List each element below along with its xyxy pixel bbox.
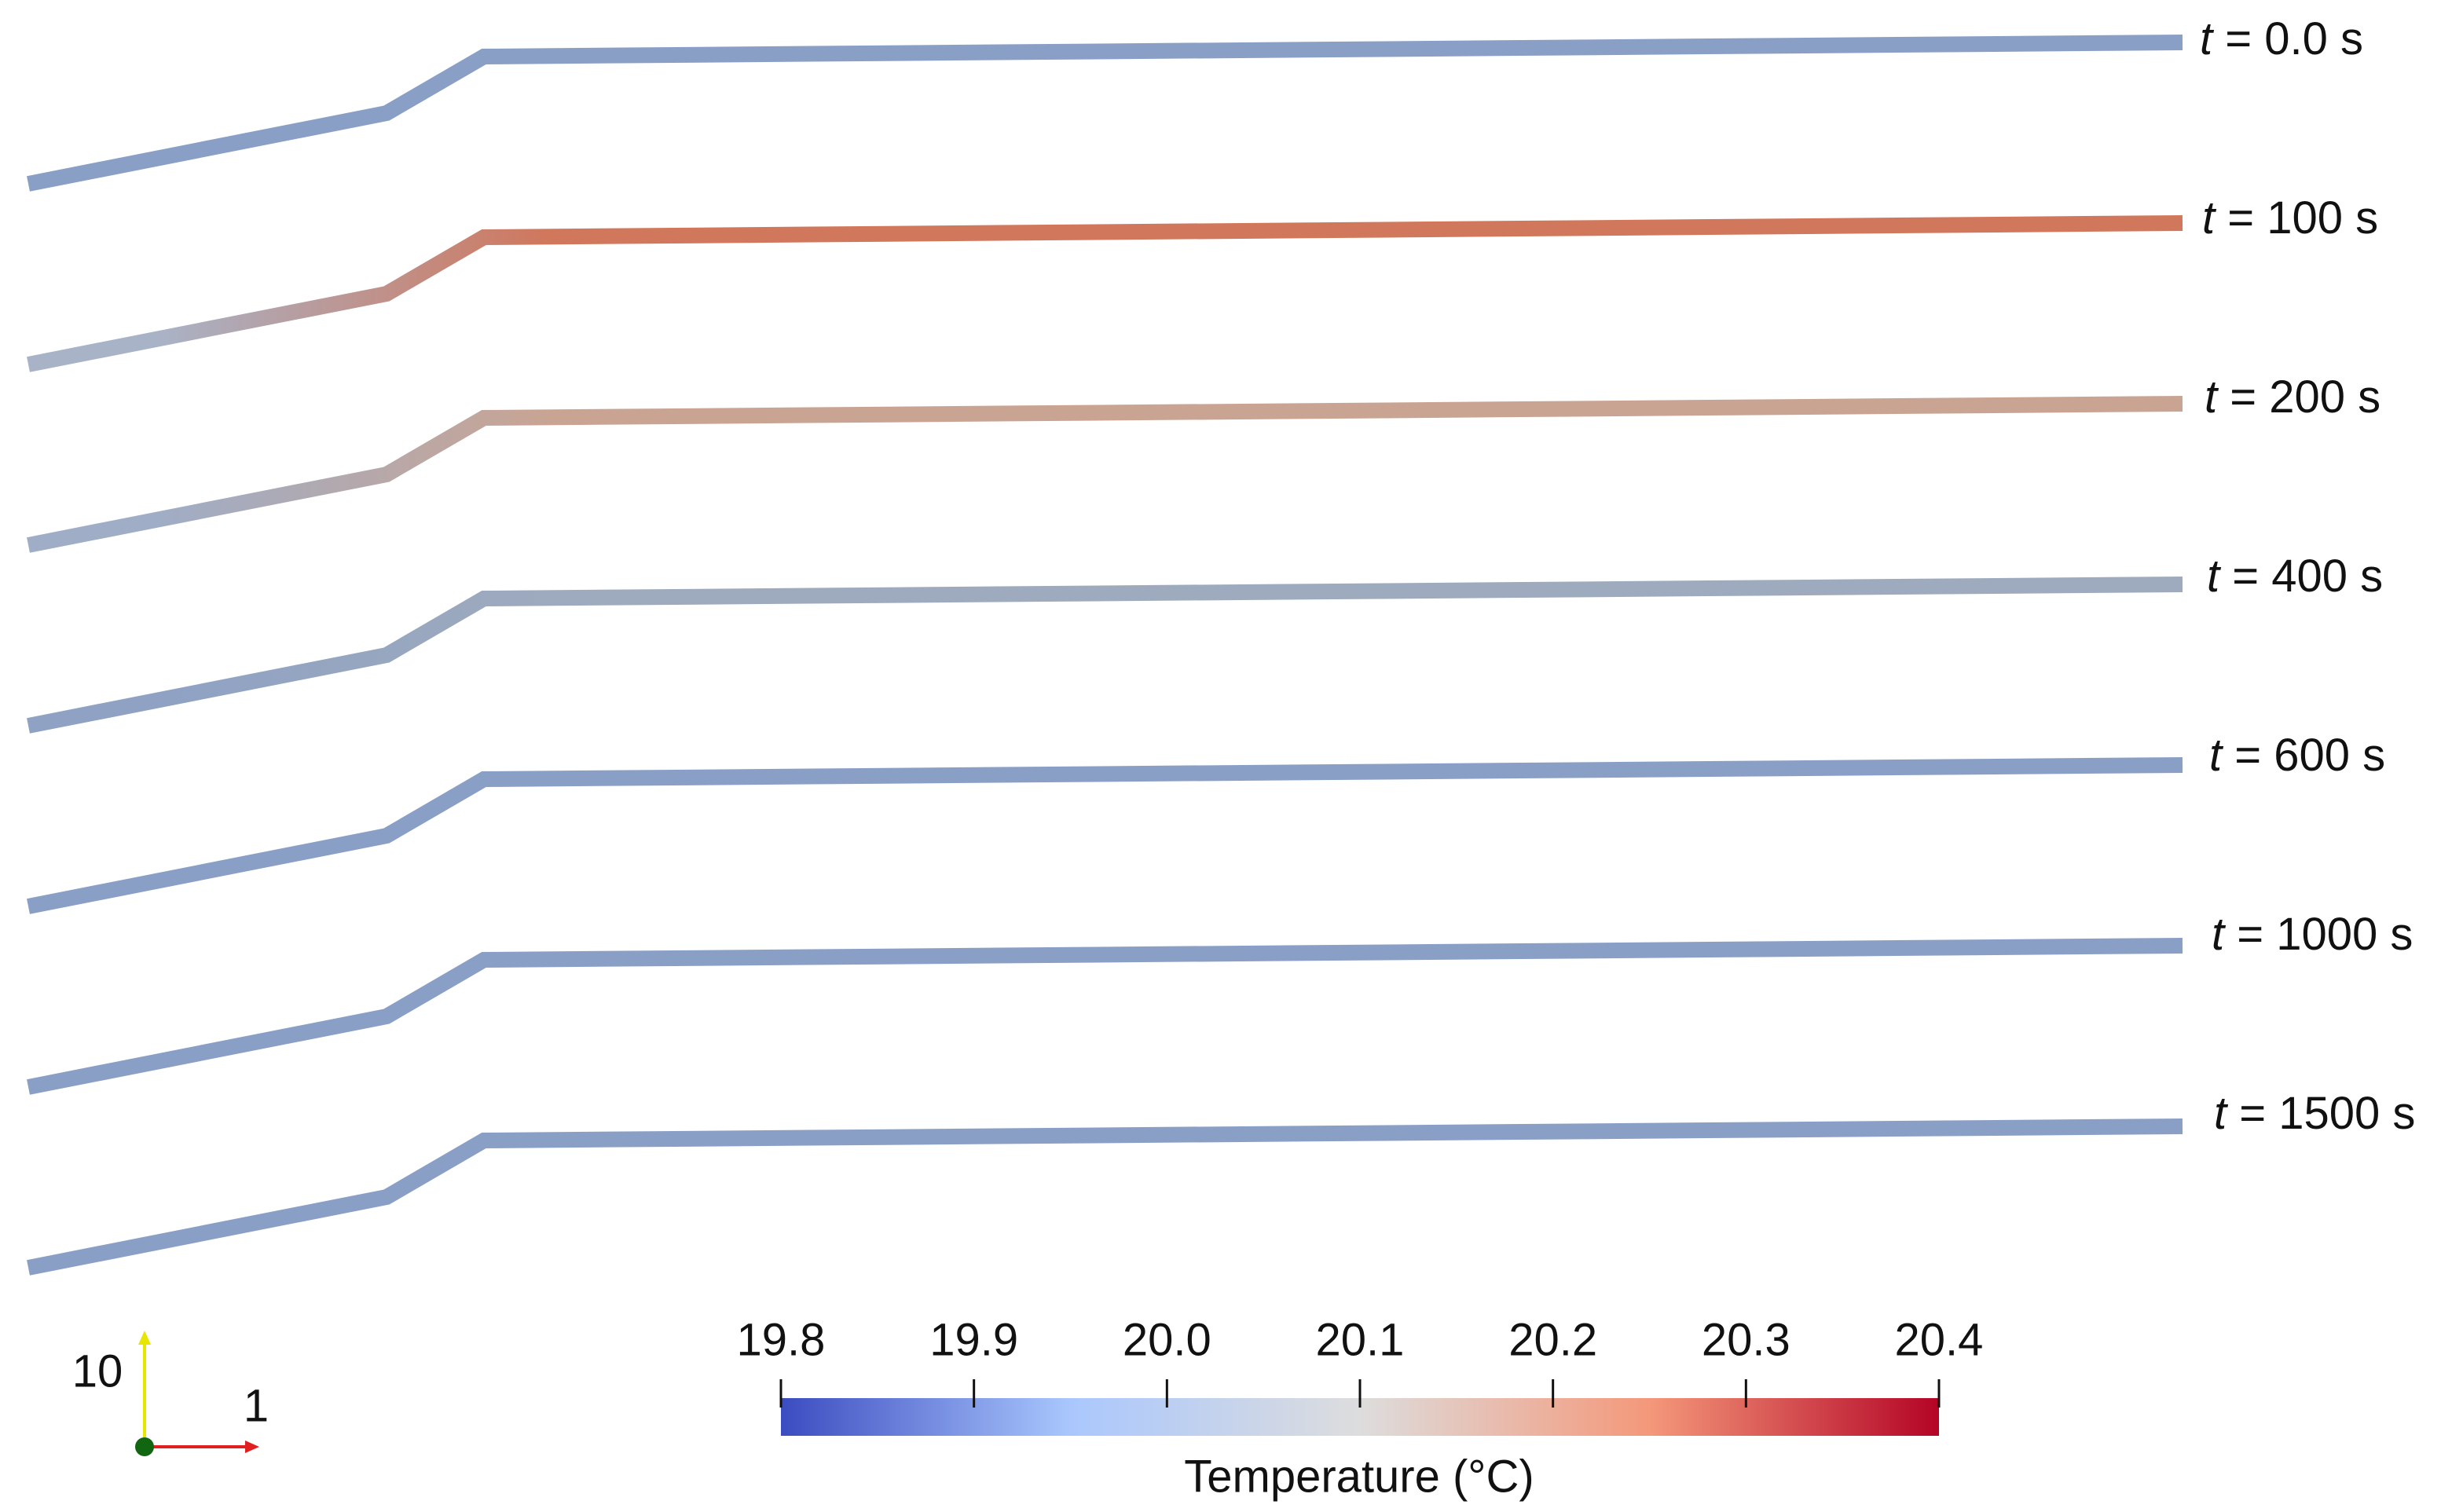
time-value: = 0.0 s [2225, 13, 2363, 64]
pipe [27, 757, 2183, 914]
colorbar-tick-label: 20.3 [1702, 1314, 1790, 1365]
x-axis-label: 1 [244, 1380, 269, 1431]
time-value: = 1500 s [2239, 1088, 2415, 1139]
colorbar-tick-label: 19.9 [929, 1314, 1018, 1365]
time-label: t = 100 s [2202, 192, 2378, 243]
time-label: t = 600 s [2209, 730, 2385, 781]
time-variable: t [2209, 730, 2224, 781]
colorbar-title: Temperature (°C) [1184, 1451, 1534, 1502]
y-axis-label: 10 [72, 1345, 123, 1397]
pipe [27, 577, 2183, 734]
time-variable: t [2214, 1088, 2229, 1139]
time-label: t = 0.0 s [2200, 13, 2363, 64]
y-arrow-head [138, 1331, 151, 1345]
x-arrow-head [245, 1441, 259, 1453]
colorbar-tick-label: 19.8 [737, 1314, 826, 1365]
colorbar-tick-label: 20.0 [1123, 1314, 1211, 1365]
time-variable: t [2200, 13, 2215, 64]
pipe [27, 215, 2183, 372]
colorbar-tick-label: 20.1 [1316, 1314, 1405, 1365]
time-variable: t [2207, 551, 2222, 602]
colorbar-tick-label: 20.4 [1895, 1314, 1984, 1365]
time-label: t = 200 s [2205, 372, 2381, 423]
time-value: = 100 s [2227, 192, 2378, 243]
time-value: = 400 s [2232, 551, 2383, 602]
time-variable: t [2202, 192, 2217, 243]
time-value: = 1000 s [2237, 909, 2413, 960]
pipe [27, 396, 2183, 553]
colorbar-tick-label: 20.2 [1508, 1314, 1597, 1365]
time-label: t = 400 s [2207, 551, 2383, 602]
triad-origin [135, 1437, 154, 1456]
axes-triad: 10 1 [72, 1331, 269, 1456]
time-value: = 600 s [2234, 730, 2385, 781]
pipe [27, 938, 2183, 1095]
time-variable: t [2205, 372, 2219, 423]
time-variable: t [2212, 909, 2227, 960]
time-label: t = 1500 s [2214, 1088, 2415, 1139]
time-label: t = 1000 s [2212, 909, 2413, 960]
pipe [27, 1118, 2183, 1276]
pipe [27, 35, 2183, 192]
time-value: = 200 s [2230, 372, 2381, 423]
